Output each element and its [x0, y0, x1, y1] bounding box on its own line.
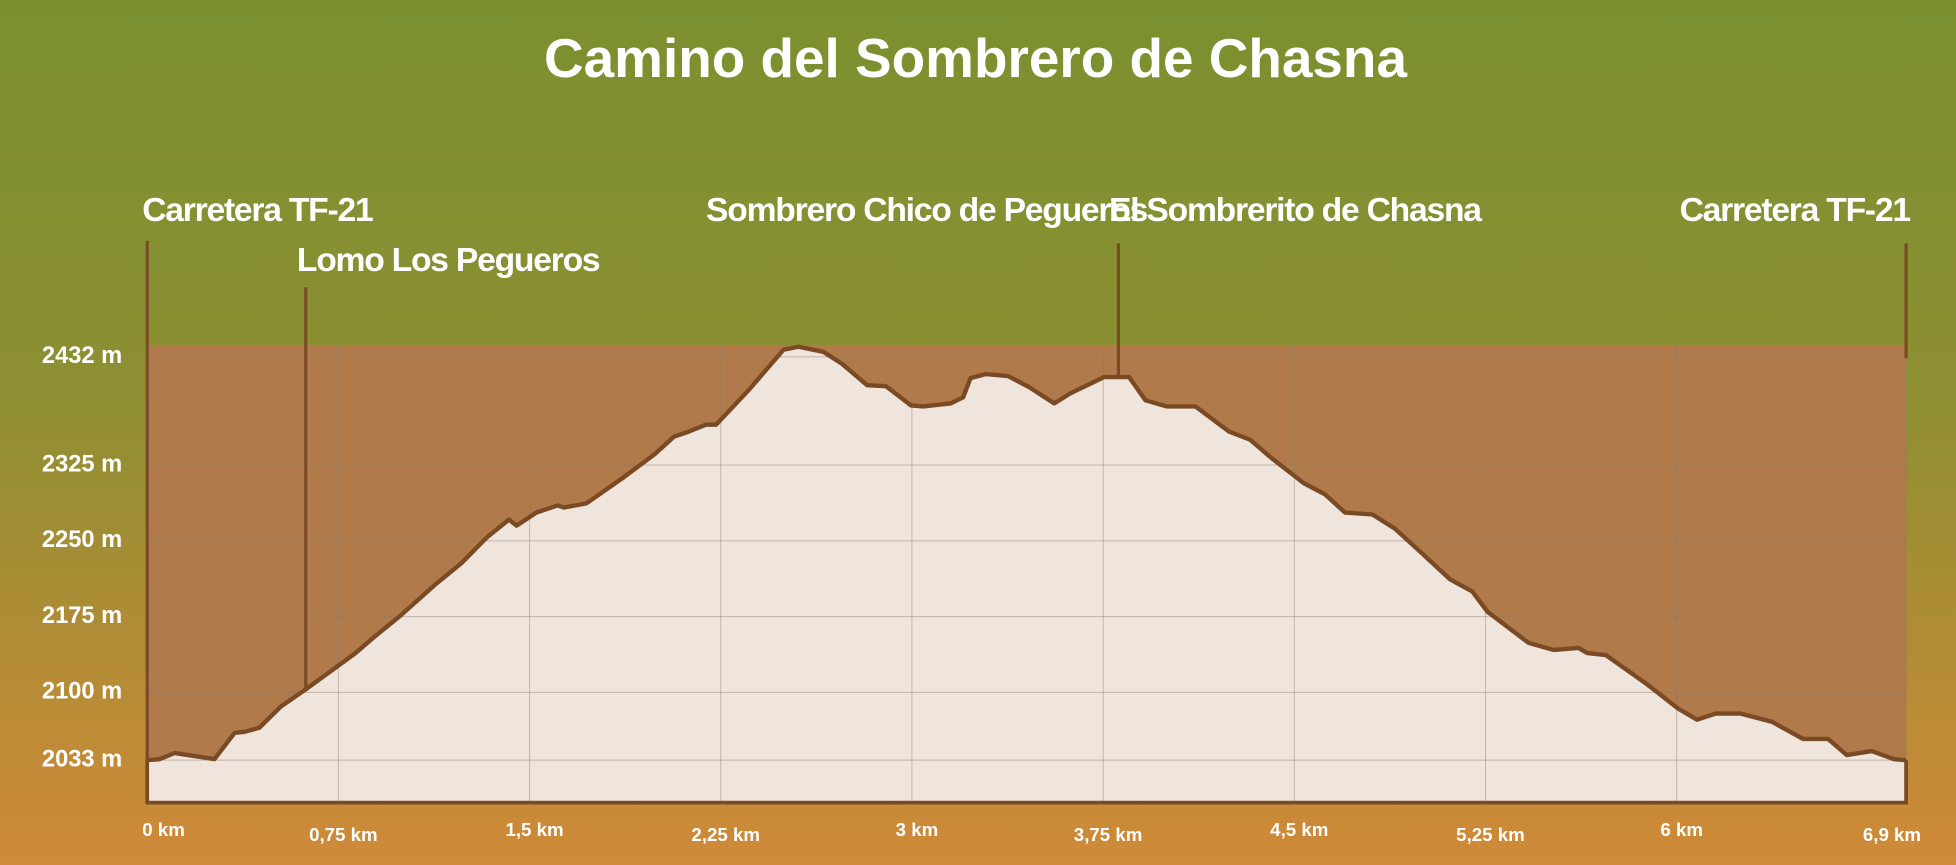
waypoint-label: Lomo Los Pegueros: [297, 242, 600, 279]
x-tick-label: 3,75 km: [1074, 824, 1143, 845]
x-tick-label: 3 km: [896, 819, 939, 840]
y-tick-label: 2250 m: [42, 527, 122, 553]
waypoint-label: Carretera TF-21: [142, 192, 373, 229]
x-tick-label: 2,25 km: [691, 824, 760, 845]
x-tick-label: 6,9 km: [1863, 824, 1921, 845]
x-tick-label: 0,75 km: [309, 824, 378, 845]
profile-line: [147, 344, 1907, 763]
waypoint-label: Sombrero Chico de Pegueros: [706, 192, 1148, 229]
y-tick-label: 2175 m: [42, 603, 122, 629]
x-tick-label: 4,5 km: [1270, 819, 1328, 840]
y-tick-label: 2325 m: [42, 451, 122, 477]
x-tick-label: 0 km: [142, 819, 185, 840]
x-tick-label: 1,5 km: [505, 819, 563, 840]
y-tick-label: 2033 m: [42, 746, 122, 772]
y-tick-label: 2100 m: [42, 679, 122, 705]
x-tick-label: 5,25 km: [1456, 824, 1525, 845]
y-tick-label: 2432 m: [42, 343, 122, 369]
waypoint-label: El Sombrerito de Chasna: [1109, 192, 1482, 229]
waypoint-label: Carretera TF-21: [1680, 192, 1911, 229]
profile-frame: [145, 760, 1908, 805]
x-tick-label: 6 km: [1660, 819, 1703, 840]
chart-title: Camino del Sombrero de Chasna: [544, 27, 1407, 89]
